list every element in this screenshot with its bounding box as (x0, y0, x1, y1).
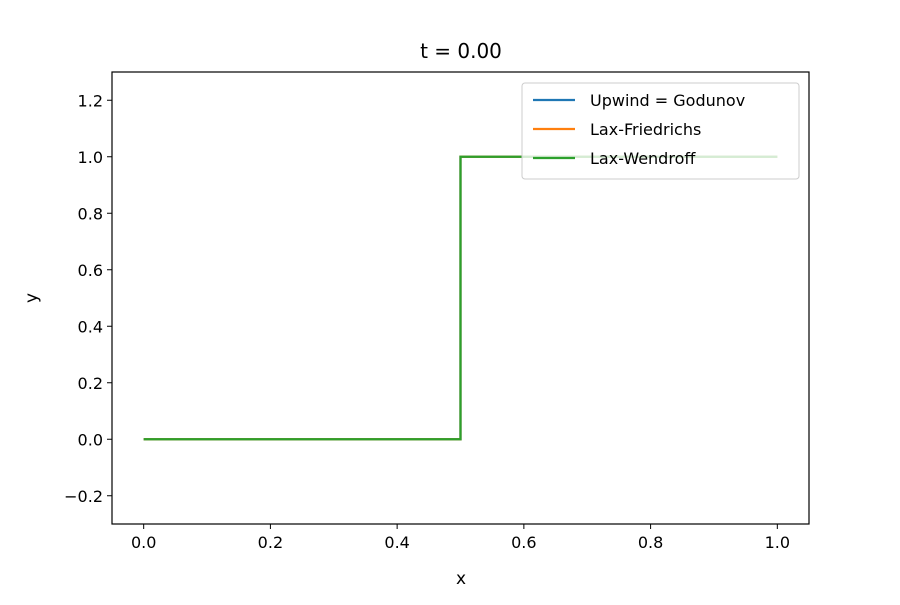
plot-frame (111, 71, 810, 525)
axis-ticks: 0.0 0.2 0.4 0.6 0.8 1.0 −0.2 0.0 0.2 0.4 0.6 0.8 1.0… (64, 91, 790, 552)
legend-frame (521, 82, 800, 180)
y-tick-label: 0.8 (78, 204, 103, 223)
x-tick-label: 0.0 (131, 533, 156, 552)
y-tick-label: 0.4 (78, 317, 103, 336)
x-tick-label: 0.8 (638, 533, 663, 552)
y-tick-label: 0.0 (78, 430, 103, 449)
y-tick-label: −0.2 (64, 487, 103, 506)
x-axis-label: x (456, 569, 466, 589)
x-tick-label: 1.0 (765, 533, 790, 552)
y-axis-label: y (22, 293, 42, 303)
legend-label-2: Lax-Friedrichs (590, 120, 701, 139)
y-tick-label: 0.6 (78, 261, 103, 280)
x-tick-label: 0.6 (511, 533, 536, 552)
legend: Upwind = Godunov Lax-Friedrichs Lax-Wendro… (521, 82, 800, 180)
y-tick-label: 1.0 (78, 148, 103, 167)
y-tick-label: 0.2 (78, 374, 103, 393)
x-tick-label: 0.2 (258, 533, 283, 552)
y-tick-label: 1.2 (78, 91, 103, 110)
series-layer (143, 155, 778, 441)
legend-label-1: Upwind = Godunov (590, 91, 745, 110)
series-line-3 (143, 155, 778, 441)
chart-title: t = 0.00 (420, 39, 502, 63)
x-tick-label: 0.4 (384, 533, 409, 552)
legend-label-3: Lax-Wendroff (590, 149, 696, 168)
